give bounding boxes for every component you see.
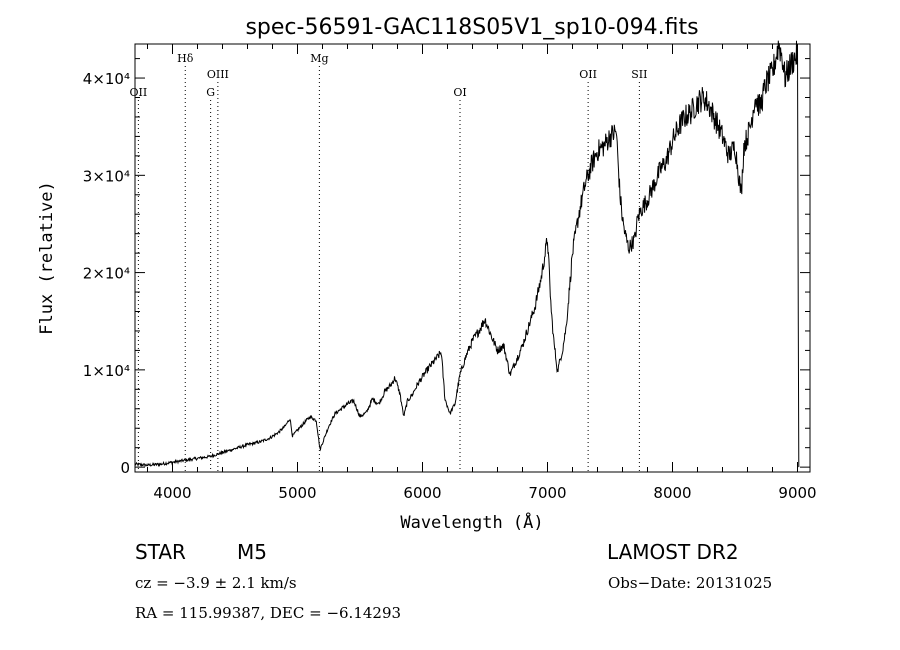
x-tick-label: 4000 xyxy=(153,484,191,502)
y-tick-label: 2×10⁴ xyxy=(83,265,130,283)
coordinates: RA = 115.99387, DEC = −6.14293 xyxy=(135,604,402,622)
x-tick-label: 7000 xyxy=(528,484,566,502)
object-class: STAR xyxy=(135,540,186,564)
y-tick-label: 4×10⁴ xyxy=(83,70,130,88)
spectral-line-markers: OII Hδ OIII G Mg OI OII SII xyxy=(130,52,647,472)
observation-date: Obs−Date: 20131025 xyxy=(608,574,773,592)
spectral-line-label: OII xyxy=(130,86,148,99)
y-tick-label: 1×10⁴ xyxy=(83,362,130,380)
spectrum-line xyxy=(134,40,800,468)
y-tick-label: 3×10⁴ xyxy=(83,167,130,185)
x-tick-label: 8000 xyxy=(653,484,691,502)
spectral-line-label: OIII xyxy=(207,68,229,81)
spectral-line-label: G xyxy=(206,86,215,99)
x-tick-label: 5000 xyxy=(278,484,316,502)
spectral-line-label: OII xyxy=(579,68,597,81)
y-axis: 0 1×10⁴ 2×10⁴ 3×10⁴ 4×10⁴ xyxy=(83,58,810,477)
redshift-value: cz = −3.9 ± 2.1 km/s xyxy=(135,574,297,592)
chart-title: spec-56591-GAC118S05V1_sp10-094.fits xyxy=(245,15,698,40)
survey-name: LAMOST DR2 xyxy=(607,540,739,564)
x-tick-label: 9000 xyxy=(778,484,816,502)
object-subclass: M5 xyxy=(237,540,267,564)
x-axis-label: Wavelength (Å) xyxy=(400,511,543,533)
spectral-line-label: SII xyxy=(631,68,647,81)
spectral-line-label: OI xyxy=(453,86,466,99)
spectral-line-label: Hδ xyxy=(177,52,194,65)
x-axis: 4000 5000 6000 7000 8000 9000 xyxy=(147,44,817,502)
y-tick-label: 0 xyxy=(120,459,130,477)
x-tick-label: 6000 xyxy=(403,484,441,502)
spectral-line-label: Mg xyxy=(310,52,328,65)
y-axis-label: Flux (relative) xyxy=(37,181,57,335)
